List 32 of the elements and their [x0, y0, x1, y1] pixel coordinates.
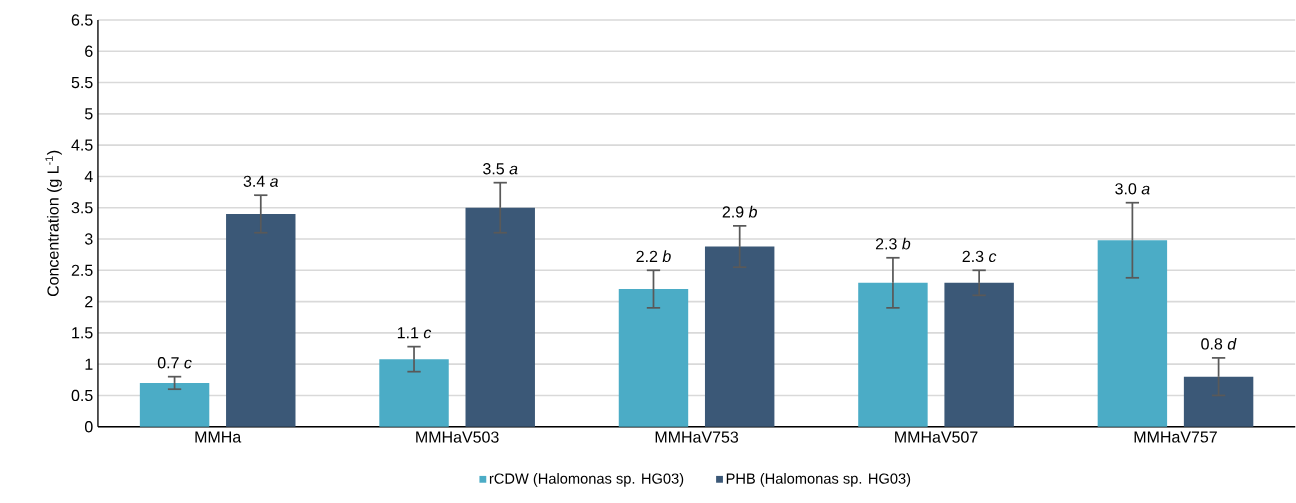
data-label: 0.8 d [1201, 338, 1237, 350]
data-label: 2.3 b [875, 237, 911, 250]
data-label: 3.4 a [243, 175, 278, 188]
y-tick-label: 5 [84, 108, 93, 120]
y-tick-label: 1.5 [72, 327, 93, 339]
x-tick-label: MMHaV507 [895, 431, 978, 443]
y-tick-label: 4 [84, 171, 93, 183]
y-axis-title: Concentration (g L$^{-1}$) [45, 151, 62, 297]
y-tick-label: 5.5 [71, 77, 93, 89]
x-tick-label: MMHaV503 [416, 431, 499, 443]
y-tick-label: 2 [85, 296, 93, 308]
y-tick-label: 1 [85, 358, 93, 370]
y-tick-label: 0 [84, 421, 93, 433]
data-label: 0.7 c [157, 357, 192, 369]
data-label: 1.1 c [397, 327, 432, 339]
x-tick-label: MMHaV753 [655, 431, 739, 443]
x-tick-label: MMHaV757 [1134, 431, 1217, 443]
legend-label: rCDW (Halomonas sp. HG03) [489, 473, 684, 487]
legend-label: PHB (Halomonas sp. HG03) [726, 473, 911, 487]
x-tick-label: MMHa [195, 431, 242, 443]
data-label: 3.5 a [483, 163, 518, 175]
y-tick-label: 2.5 [71, 264, 93, 277]
data-label: 2.3 c [962, 250, 997, 263]
y-tick-label: 0.5 [71, 389, 93, 402]
y-tick-label: 3.5 [71, 202, 93, 214]
y-tick-label: 4.5 [71, 139, 93, 151]
data-label: 3.0 a [1115, 183, 1150, 195]
data-label: 2.9 b [722, 206, 757, 218]
y-tick-label: 6 [85, 45, 93, 58]
data-label: 2.2 b [636, 250, 671, 263]
y-tick-label: 3 [84, 233, 93, 245]
y-tick-label: 6.5 [71, 14, 93, 26]
